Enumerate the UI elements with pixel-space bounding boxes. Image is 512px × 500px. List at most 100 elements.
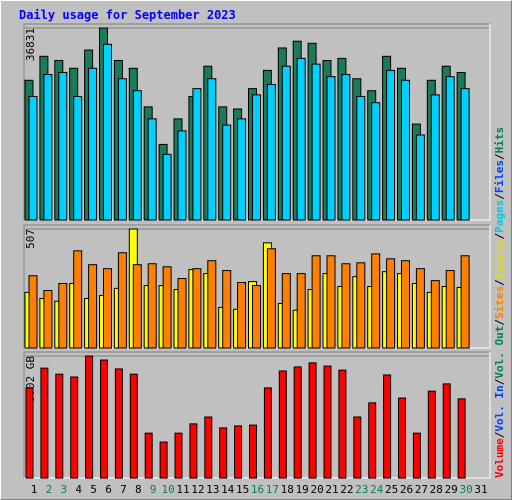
bar bbox=[326, 76, 336, 221]
bar bbox=[28, 95, 38, 221]
bar bbox=[281, 65, 291, 221]
bar bbox=[263, 387, 272, 479]
x-tick-label: 11 bbox=[176, 483, 189, 496]
bar bbox=[252, 94, 261, 221]
panel-border-dark bbox=[23, 23, 490, 220]
x-tick-label: 2 bbox=[46, 483, 53, 496]
bar bbox=[356, 262, 366, 349]
bar bbox=[442, 383, 451, 479]
x-tick-label: 24 bbox=[370, 483, 384, 496]
bar bbox=[415, 268, 425, 349]
bar bbox=[85, 355, 94, 479]
x-tick-label: 15 bbox=[236, 483, 249, 496]
bar bbox=[43, 289, 53, 349]
bar bbox=[386, 69, 396, 221]
bar bbox=[237, 118, 247, 221]
panel-border-dark bbox=[23, 224, 490, 348]
bar bbox=[222, 270, 232, 349]
bar bbox=[28, 275, 38, 349]
side-label: Vol. In bbox=[493, 385, 506, 431]
bar bbox=[296, 57, 306, 221]
x-tick-label: 28 bbox=[430, 483, 443, 496]
bar bbox=[326, 255, 336, 349]
bar bbox=[132, 264, 142, 349]
bar bbox=[88, 67, 98, 221]
bar bbox=[192, 88, 202, 221]
bar bbox=[73, 95, 83, 221]
bar bbox=[430, 280, 440, 349]
bar bbox=[103, 43, 112, 221]
bar bbox=[159, 441, 168, 479]
bar bbox=[430, 94, 440, 221]
bar bbox=[341, 263, 351, 349]
bar bbox=[237, 282, 247, 349]
bar bbox=[88, 264, 98, 349]
side-label: Pages bbox=[493, 200, 506, 233]
bar bbox=[356, 95, 366, 221]
bar bbox=[55, 373, 64, 479]
panel-border-dark bbox=[23, 351, 490, 478]
bar bbox=[162, 153, 172, 221]
bar bbox=[207, 78, 217, 221]
bar bbox=[383, 374, 392, 479]
bar bbox=[174, 432, 183, 479]
bar bbox=[189, 423, 198, 479]
bar bbox=[293, 366, 302, 479]
bar bbox=[401, 260, 410, 349]
bar bbox=[460, 255, 470, 349]
bar bbox=[386, 258, 396, 349]
side-label: Files bbox=[493, 160, 506, 193]
bar bbox=[147, 263, 157, 349]
y-tick-label: 36831 bbox=[24, 28, 37, 61]
bar bbox=[445, 270, 455, 349]
side-label: Sites bbox=[493, 286, 506, 319]
x-tick-label: 26 bbox=[400, 483, 413, 496]
bar bbox=[234, 425, 243, 479]
bar bbox=[147, 118, 157, 221]
bar bbox=[460, 88, 470, 221]
bar bbox=[412, 432, 421, 479]
x-tick-label: 1 bbox=[31, 483, 38, 496]
bar bbox=[278, 370, 287, 479]
x-tick-label: 27 bbox=[415, 483, 428, 496]
x-tick-label: 5 bbox=[90, 483, 97, 496]
side-legend: Volume/Vol. In/Vol. Out/Sites/Visits/Pag… bbox=[493, 127, 506, 478]
side-separator: / bbox=[493, 319, 506, 326]
bar bbox=[114, 368, 123, 479]
x-tick-label: 31 bbox=[474, 483, 487, 496]
bar bbox=[129, 373, 138, 479]
x-tick-label: 3 bbox=[60, 483, 67, 496]
side-label: Visits bbox=[493, 240, 506, 280]
x-tick-label: 10 bbox=[161, 483, 174, 496]
bar bbox=[427, 390, 436, 479]
x-tick-label: 29 bbox=[445, 483, 458, 496]
bar bbox=[58, 282, 68, 349]
bar bbox=[73, 250, 83, 349]
bar bbox=[296, 273, 306, 349]
bar bbox=[204, 416, 213, 479]
bar bbox=[192, 268, 202, 349]
bar bbox=[266, 83, 276, 221]
bar bbox=[222, 124, 232, 221]
bar bbox=[40, 367, 49, 479]
x-tick-label: 19 bbox=[296, 483, 309, 496]
x-tick-label: 30 bbox=[459, 483, 472, 496]
bar bbox=[70, 376, 79, 479]
bar bbox=[266, 248, 276, 349]
x-tick-label: 17 bbox=[266, 483, 279, 496]
bar bbox=[162, 266, 172, 349]
x-tick-label: 23 bbox=[355, 483, 368, 496]
bar bbox=[401, 79, 410, 221]
bar bbox=[252, 285, 261, 349]
side-label: Volume bbox=[493, 438, 506, 478]
bar bbox=[144, 432, 153, 479]
bar bbox=[398, 397, 406, 479]
side-label: Vol. Out bbox=[493, 326, 506, 379]
bar bbox=[281, 273, 291, 349]
x-tick-label: 4 bbox=[75, 483, 82, 496]
bar bbox=[415, 134, 425, 221]
x-tick-label: 20 bbox=[310, 483, 323, 496]
x-tick-label: 25 bbox=[385, 483, 398, 496]
